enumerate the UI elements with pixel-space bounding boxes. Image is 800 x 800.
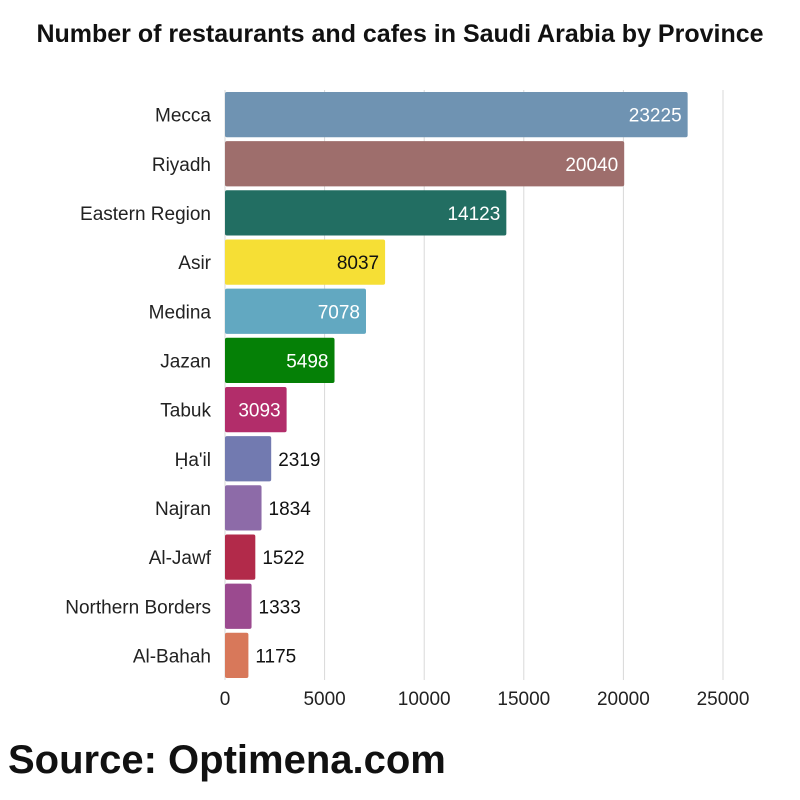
data-label: 3093 (238, 401, 280, 422)
x-tick-label: 25000 (697, 689, 750, 710)
data-label: 23225 (629, 106, 682, 127)
category-label: Riyadh (152, 155, 211, 176)
data-label: 1333 (259, 597, 301, 618)
bar (225, 190, 507, 236)
bar (225, 436, 272, 482)
data-label: 1175 (255, 646, 296, 667)
x-tick-label: 0 (220, 689, 231, 710)
category-label: Eastern Region (80, 204, 211, 225)
data-label: 1834 (269, 499, 312, 520)
category-label: Jazan (160, 351, 211, 372)
data-label: 14123 (447, 204, 500, 225)
source-text: Source: Optimena.com (8, 738, 446, 782)
category-labels: Mecca Riyadh Eastern Region Asir Medina Jazan… (65, 106, 211, 668)
bar (225, 386, 287, 433)
data-label: 7078 (318, 302, 360, 323)
bar (225, 91, 688, 138)
category-label: Najran (155, 499, 211, 520)
category-label: Al-Jawf (149, 548, 212, 569)
data-label: 1522 (262, 548, 304, 569)
category-label: Ḥa'il (175, 450, 211, 471)
bar (225, 141, 625, 187)
data-label: 20040 (565, 155, 618, 176)
x-tick-label: 5000 (303, 689, 345, 710)
gridlines (224, 90, 724, 680)
bar (225, 632, 249, 679)
category-label: Mecca (155, 106, 211, 127)
bar (225, 534, 256, 580)
bar (225, 583, 252, 629)
category-label: Tabuk (160, 401, 211, 422)
bar (225, 485, 262, 531)
x-tick-label: 15000 (497, 689, 550, 710)
data-label: 2319 (278, 450, 320, 471)
bar (225, 337, 335, 384)
category-label: Northern Borders (65, 597, 211, 618)
x-tick-label: 20000 (597, 689, 650, 710)
data-label: 5498 (286, 351, 328, 372)
bar (225, 288, 366, 334)
category-label: Medina (149, 302, 212, 323)
bars: 23225 20040 14123 8037 7078 5498 3093 2319 1834 1… (225, 91, 688, 679)
x-tick-label: 10000 (398, 689, 451, 710)
chart-title: Number of restaurants and cafes in Saudi… (36, 20, 764, 48)
category-label: Asir (178, 253, 211, 274)
x-tick-labels: 0 5000 10000 15000 20000 25000 (220, 689, 750, 710)
bar (225, 239, 386, 285)
category-label: Al-Bahah (133, 646, 211, 667)
data-label: 8037 (337, 253, 379, 274)
